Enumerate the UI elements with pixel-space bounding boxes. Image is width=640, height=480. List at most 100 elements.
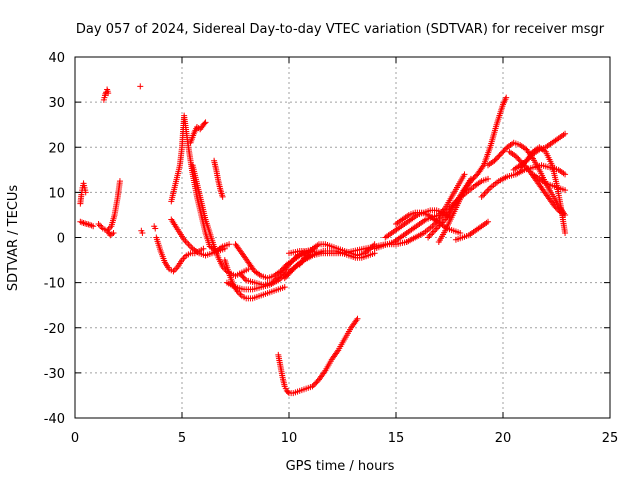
data-point [309, 383, 316, 390]
series-arc-29 [452, 218, 492, 243]
data-point [238, 271, 245, 278]
series-arc-07 [138, 227, 146, 236]
y-tick-label: 40 [48, 51, 65, 66]
y-axis-label: SDTVAR / TECUs [6, 185, 21, 292]
data-point [312, 380, 319, 387]
series-arc-17 [232, 241, 316, 282]
data-point [286, 269, 293, 276]
data-point [303, 252, 310, 259]
data-point [284, 389, 291, 396]
data-point [221, 245, 228, 252]
data-point [552, 204, 559, 211]
data-point [496, 152, 503, 159]
data-point [304, 251, 311, 258]
series-arc-12 [187, 119, 209, 146]
x-tick-label: 25 [602, 431, 619, 446]
data-point [284, 272, 291, 279]
data-point [290, 265, 297, 272]
y-tick-label: 10 [48, 186, 65, 201]
series-arc-01 [77, 180, 89, 207]
data-point [523, 164, 530, 171]
data-point [497, 151, 504, 158]
data-point [219, 193, 226, 200]
data-point [467, 178, 474, 185]
data-point [313, 379, 320, 386]
data-point [281, 284, 288, 291]
data-point [551, 202, 558, 209]
data-point [291, 264, 298, 271]
data-point [485, 218, 492, 225]
data-point [518, 163, 525, 170]
data-point [305, 249, 312, 256]
data-point [202, 119, 209, 126]
series-arc-08 [151, 223, 159, 232]
data-point [470, 175, 477, 182]
series-arc-13 [189, 162, 252, 279]
data-point [562, 130, 569, 137]
data-point [514, 154, 521, 161]
data-point [485, 175, 492, 182]
series-arc-05 [104, 227, 117, 239]
data-point [289, 266, 296, 273]
data-point [239, 273, 246, 280]
series-arc-35 [529, 171, 569, 194]
data-point [491, 157, 498, 164]
data-point [281, 275, 288, 282]
data-point [236, 270, 243, 277]
data-point [137, 83, 144, 90]
data-point [515, 155, 522, 162]
series-arc-19 [275, 315, 361, 397]
x-tick-label: 15 [388, 431, 405, 446]
data-point [562, 229, 569, 236]
x-tick-label: 10 [281, 431, 298, 446]
data-point [499, 149, 506, 156]
y-tick-label: 30 [48, 96, 65, 111]
series-arc-02 [77, 218, 97, 230]
data-point [500, 148, 507, 155]
data-point [82, 189, 89, 196]
series-arc-18 [236, 245, 318, 288]
data-point [461, 171, 468, 178]
data-point [110, 229, 117, 236]
series-arc-03 [100, 86, 112, 103]
data-point [471, 174, 478, 181]
data-point [520, 160, 527, 167]
series-arc-14 [211, 157, 226, 200]
data-point [495, 153, 502, 160]
data-point [105, 90, 112, 97]
data-point [306, 248, 313, 255]
y-tick-label: -30 [44, 367, 65, 382]
x-tick-label: 20 [495, 431, 512, 446]
data-point [492, 156, 499, 163]
data-point [553, 205, 560, 212]
series-arc-04 [95, 178, 123, 234]
data-point [469, 176, 476, 183]
y-tick-label: 20 [48, 141, 65, 156]
x-tick-label: 5 [178, 431, 186, 446]
data-point [512, 153, 519, 160]
axis-ticks: 0 5 10 15 20 25 -40 -30 -20 -10 0 10 20 30 40 [44, 51, 619, 446]
series-arc-10 [168, 112, 233, 255]
y-tick-label: 0 [57, 232, 65, 247]
data-point [90, 223, 97, 230]
data-point [245, 266, 252, 273]
data-point [519, 161, 526, 168]
data-point [562, 187, 569, 194]
data-points [77, 83, 569, 397]
data-point [503, 94, 510, 101]
data-point [562, 171, 569, 178]
data-point [152, 225, 159, 232]
data-point [200, 245, 207, 252]
data-point [354, 315, 361, 322]
y-tick-label: -20 [44, 322, 65, 337]
data-point [517, 164, 524, 171]
data-point [283, 273, 290, 280]
data-point [201, 120, 208, 127]
data-point [285, 271, 292, 278]
chart-title: Day 057 of 2024, Sidereal Day-to-day VTE… [76, 22, 605, 37]
x-axis-label: GPS time / hours [286, 459, 395, 474]
series-arc-28 [435, 94, 510, 246]
